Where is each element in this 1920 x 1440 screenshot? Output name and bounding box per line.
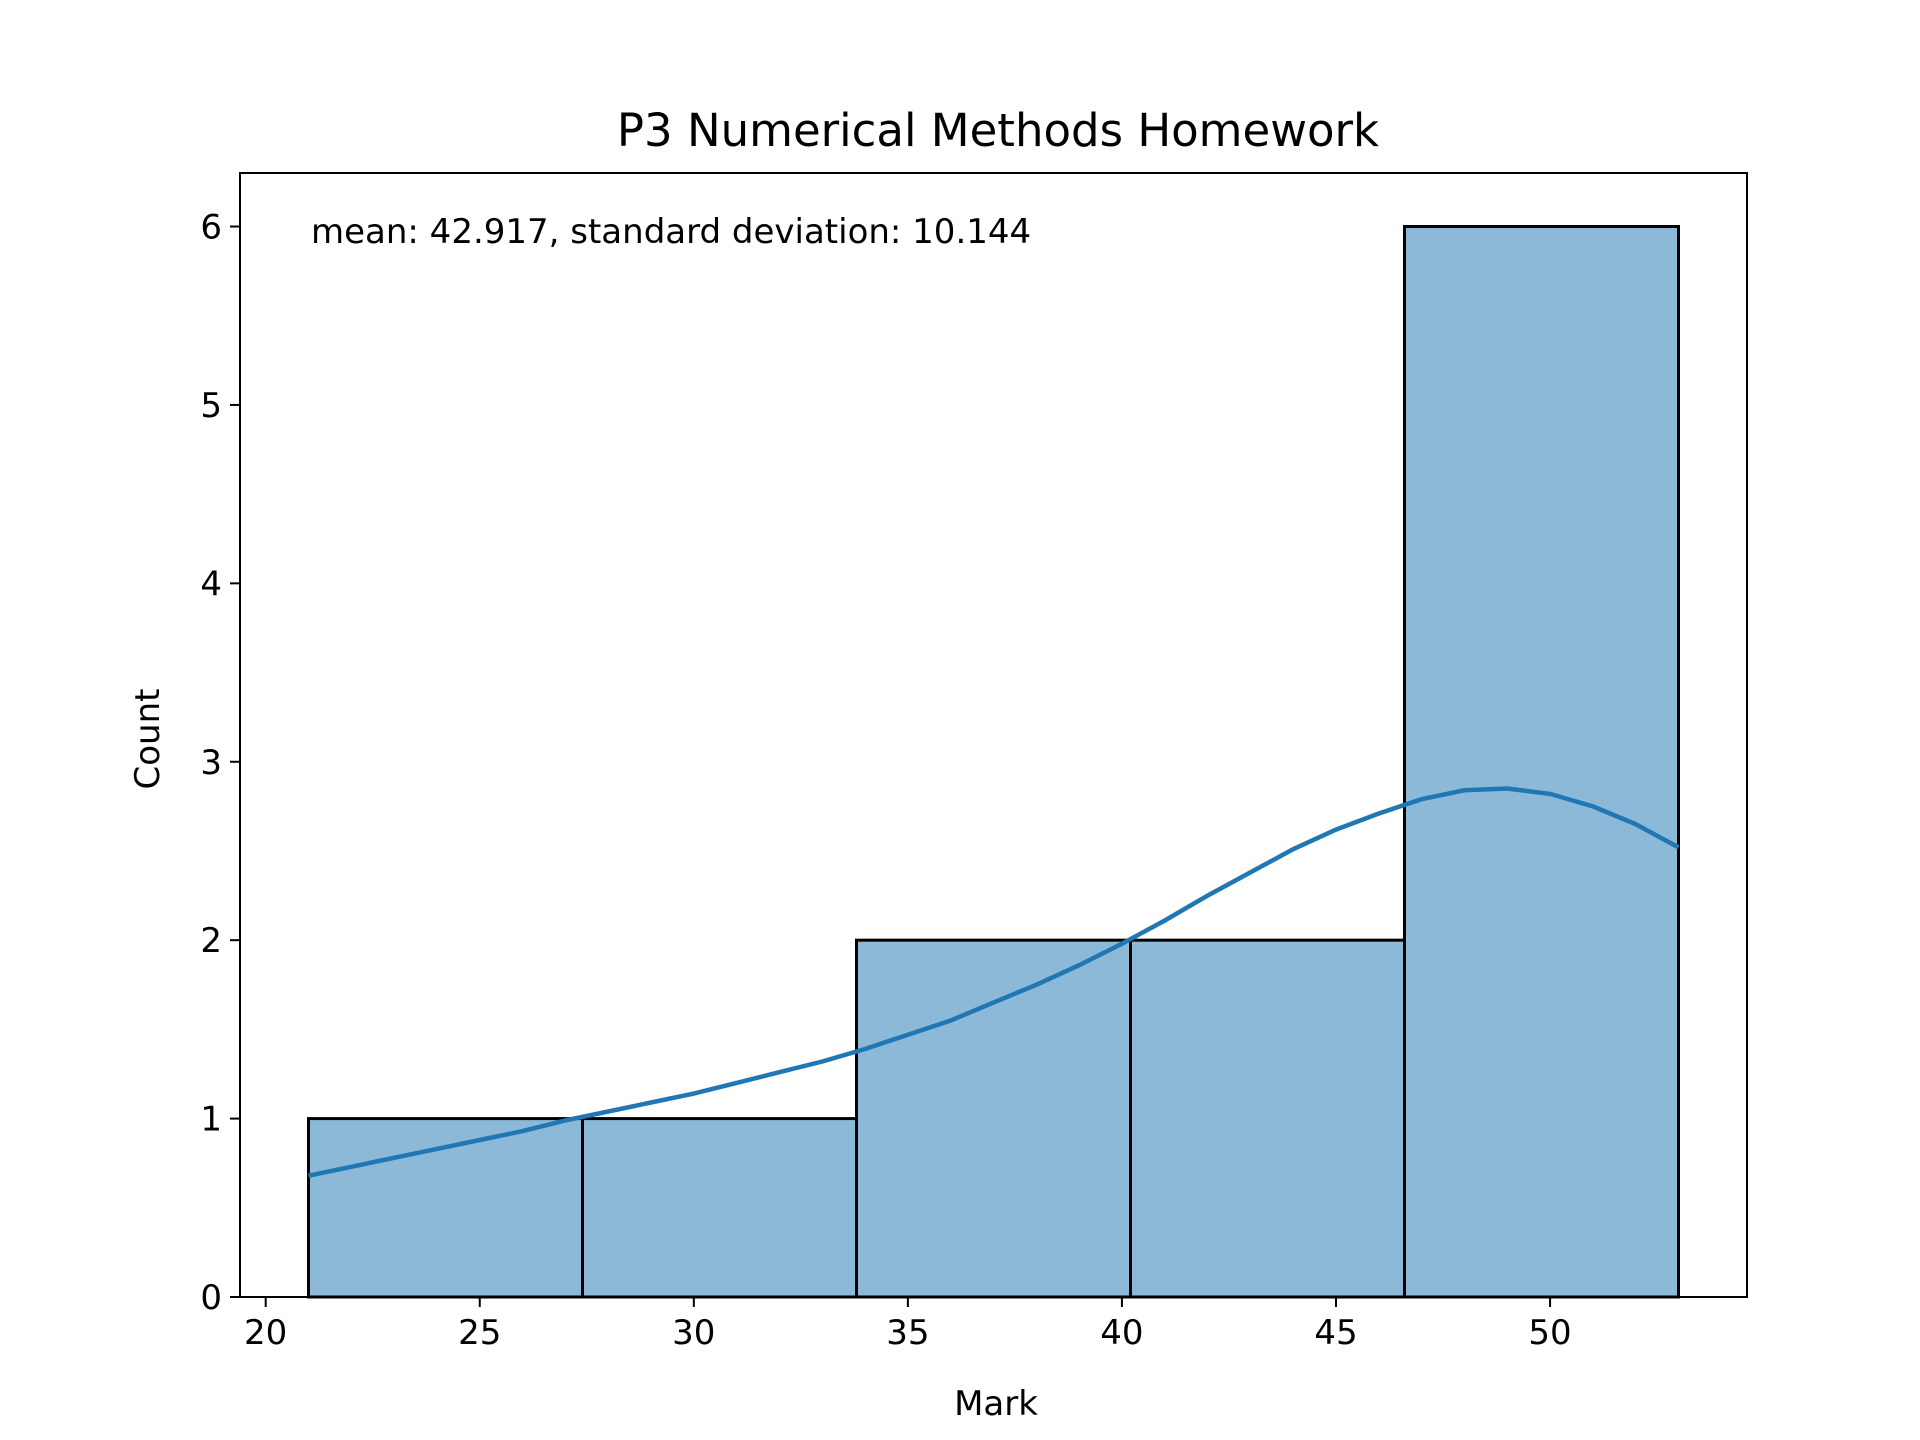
x-tick-label: 30 (672, 1313, 715, 1353)
y-tick-label: 6 (200, 208, 222, 248)
y-axis-label: Count (128, 689, 168, 790)
stats-annotation: mean: 42.917, standard deviation: 10.144 (311, 212, 1031, 252)
y-tick-label: 4 (200, 564, 222, 604)
x-axis-ticks: 20 25 30 35 40 45 50 (244, 1297, 1572, 1353)
histogram-bar-5 (1403, 225, 1680, 1299)
x-tick-label: 35 (886, 1313, 929, 1353)
chart-title: P3 Numerical Methods Homework (617, 104, 1379, 157)
histogram-bar-4 (1129, 938, 1406, 1299)
kde-curve (308, 786, 1680, 1178)
x-tick-label: 20 (244, 1313, 287, 1353)
y-tick-label: 0 (200, 1278, 222, 1318)
y-tick-label: 2 (200, 921, 222, 961)
x-tick-label: 45 (1314, 1313, 1357, 1353)
y-tick-label: 5 (200, 386, 222, 426)
bars-group (307, 225, 1680, 1299)
y-axis-ticks: 0 1 2 3 4 5 6 (200, 208, 240, 1318)
histogram-bar-2 (581, 1117, 858, 1299)
x-tick-label: 40 (1100, 1313, 1143, 1353)
histogram-bar-3 (855, 938, 1132, 1299)
plot-frame (239, 172, 1748, 1298)
x-tick-label: 25 (458, 1313, 501, 1353)
x-axis-label: Mark (954, 1384, 1038, 1424)
y-tick-label: 1 (200, 1100, 222, 1140)
x-tick-label: 50 (1528, 1313, 1571, 1353)
y-tick-label: 3 (200, 743, 222, 783)
